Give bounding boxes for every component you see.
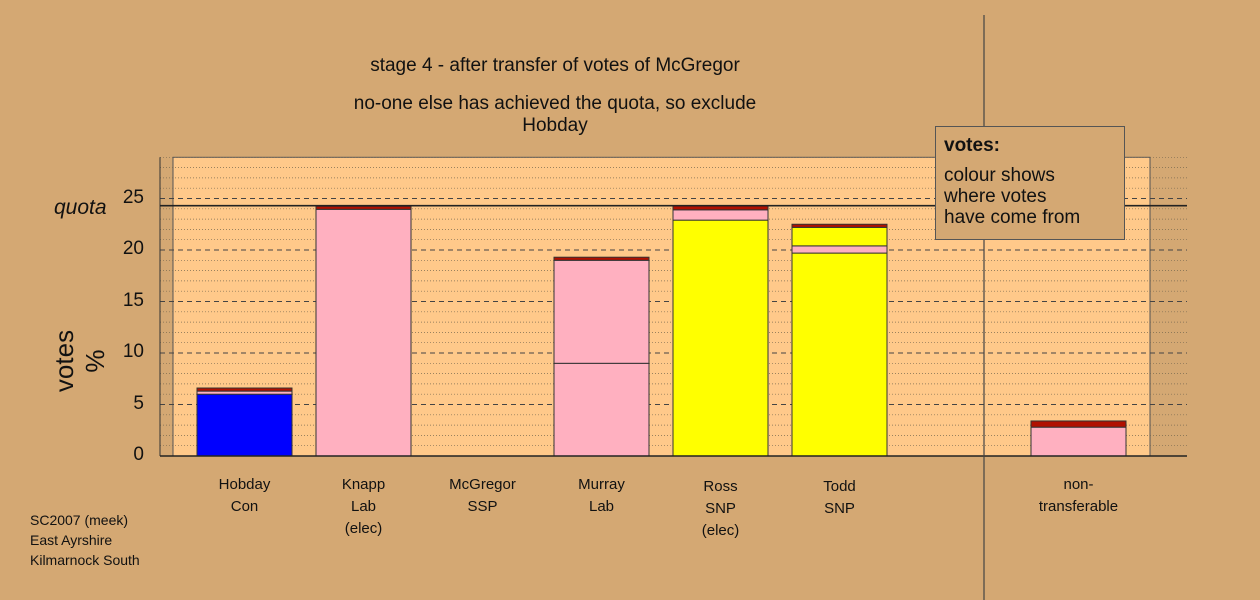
bar-segment — [791, 245, 888, 254]
y-tick-label: 0 — [133, 444, 144, 465]
x-tick-label: Todd SNP — [780, 476, 900, 520]
bar-segment — [553, 362, 650, 457]
bar-segment — [1030, 420, 1127, 428]
bar-segment — [1030, 426, 1127, 457]
x-tick-label-line: SSP — [467, 498, 498, 515]
x-tick-label-line: transferable — [1038, 498, 1119, 515]
x-tick-label-line: Lab — [588, 498, 615, 515]
legend-title: votes: — [944, 135, 1000, 156]
legend-line: where votes — [944, 186, 1047, 207]
y-tick-label: 10 — [122, 341, 144, 362]
x-tick-label: Hobday Con — [185, 474, 305, 518]
bar-segment — [672, 219, 769, 457]
bar-segment — [553, 259, 650, 364]
bar-segment — [672, 209, 769, 221]
x-tick-label-line: Murray — [578, 476, 625, 493]
x-tick-label-line: Todd — [823, 478, 856, 495]
bar-segment — [791, 226, 888, 247]
x-tick-label-line: SNP — [824, 500, 855, 517]
x-tick-label-line: Ross — [703, 478, 738, 495]
chart-subtitle: no-one else has achieved the quota, so e… — [353, 93, 757, 136]
bar-segment — [315, 208, 412, 457]
y-tick-label: 15 — [122, 289, 144, 311]
legend-box: votes: colour shows where votes have com… — [935, 126, 1125, 240]
quota-label: quota — [54, 196, 107, 219]
x-tick-label: Murray Lab — [542, 474, 662, 518]
footer-info: SC2007 (meek) East Ayrshire Kilmarnock S… — [30, 510, 140, 570]
x-tick-label-line: Hobday — [218, 476, 271, 493]
bar-segment — [791, 252, 888, 457]
x-tick-label-line: Con — [230, 498, 259, 515]
x-tick-label-line: (elec) — [701, 522, 740, 539]
y-tick-label: 25 — [122, 186, 144, 208]
legend-line: colour shows — [944, 165, 1055, 186]
bar-segment — [196, 387, 293, 392]
x-tick-label-line: (elec) — [344, 520, 383, 537]
bar-segment — [553, 256, 650, 261]
x-tick-label-line: non- — [1063, 476, 1094, 493]
footer-line: Kilmarnock South — [30, 552, 140, 568]
bar-segment — [315, 205, 412, 210]
bar-segment — [791, 223, 888, 228]
x-tick-label: non-transferable — [1019, 474, 1139, 518]
y-tick-label: 5 — [133, 392, 144, 414]
chart-title: stage 4 - after transfer of votes of McG… — [370, 55, 740, 76]
x-tick-label: Ross SNP (elec) — [661, 476, 781, 542]
x-tick-label-line: Knapp — [341, 476, 386, 493]
x-tick-label-line: SNP — [705, 500, 736, 517]
bar-segment — [196, 393, 293, 457]
y-axis-label: votes % — [49, 329, 110, 393]
y-tick-label: 20 — [122, 238, 144, 259]
legend-line: have come from — [944, 207, 1081, 228]
x-tick-label-line: McGregor — [449, 476, 516, 493]
x-tick-label: Knapp Lab (elec) — [304, 474, 424, 540]
x-tick-label-line: Lab — [350, 498, 377, 515]
footer-line: East Ayrshire — [30, 532, 113, 548]
x-tick-label: McGregor SSP — [423, 474, 543, 518]
footer-line: SC2007 (meek) — [30, 512, 129, 528]
